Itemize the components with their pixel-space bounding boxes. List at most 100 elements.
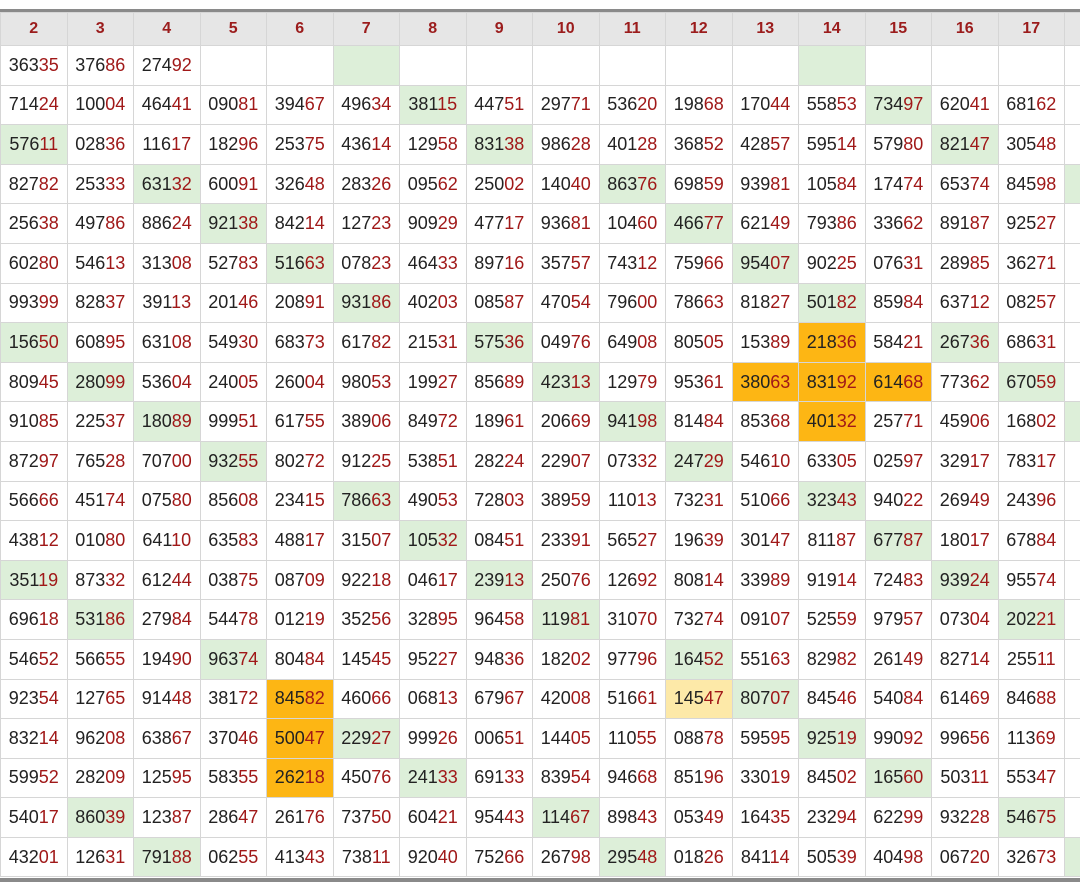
number-cell: 41343 <box>266 836 334 878</box>
number-cell: 08257 <box>997 282 1065 324</box>
number-cell: 86039 <box>66 797 134 838</box>
number-cell: 36852 <box>665 124 733 165</box>
number-cell: 36271 <box>997 242 1065 284</box>
number-cell: 91085 <box>0 401 68 442</box>
number-cell: 53604 <box>133 361 201 403</box>
number-cell: 63583 <box>199 520 267 561</box>
number-cell: 31507 <box>332 520 400 561</box>
number-cell: 11055 <box>598 718 666 759</box>
number-cell: 29771 <box>532 84 600 126</box>
number-cell: 11369 <box>997 718 1065 759</box>
number-cell: 73497 <box>864 84 932 126</box>
number-cell: 46433 <box>399 242 467 284</box>
number-cell: 25333 <box>66 163 134 205</box>
number-cell: 22927 <box>332 718 400 759</box>
number-cell: 50182 <box>798 282 866 324</box>
table-row: 56666 45174 07580 85608 23415 78663 49053 72803… <box>0 480 1080 522</box>
number-cell: 10532 <box>399 520 467 561</box>
number-cell <box>1064 45 1080 86</box>
number-cell: 93228 <box>931 797 999 838</box>
number-cell: 43812 <box>0 520 68 561</box>
number-cell: 59952 <box>0 757 68 799</box>
number-cell: 85368 <box>731 401 799 442</box>
number-cell: 38906 <box>332 401 400 442</box>
number-cell: 556 <box>1064 638 1080 680</box>
number-cell: 92354 <box>0 678 68 720</box>
number-cell <box>731 45 799 86</box>
number-cell: 40203 <box>399 282 467 324</box>
number-cell <box>598 45 666 86</box>
number-cell: 53620 <box>598 84 666 126</box>
number-cell: 429 <box>1064 440 1080 482</box>
number-cell: 611 <box>1064 559 1080 601</box>
number-cell: 57611 <box>0 124 68 165</box>
column-header: 4 <box>133 12 201 46</box>
number-cell: 19639 <box>665 520 733 561</box>
number-cell: 92218 <box>332 559 400 601</box>
number-cell: 96374 <box>199 638 267 680</box>
column-header: 12 <box>665 12 733 46</box>
number-cell: 38115 <box>399 84 467 126</box>
number-cell: 08878 <box>665 718 733 759</box>
number-cell: 20669 <box>532 401 600 442</box>
number-cell: 06813 <box>399 678 467 720</box>
number-cell: 62041 <box>931 84 999 126</box>
number-cell: 07580 <box>133 480 201 522</box>
number-cell: 39467 <box>266 84 334 126</box>
number-cell: 25771 <box>864 401 932 442</box>
number-cell: 99656 <box>931 718 999 759</box>
number-cell: 87332 <box>66 559 134 601</box>
number-cell: 04976 <box>532 322 600 363</box>
number-cell: 80814 <box>665 559 733 601</box>
number-cell: 52559 <box>798 599 866 640</box>
table-row: 71424 10004 46441 09081 39467 49634 38115 44751… <box>0 84 1080 126</box>
number-cell <box>465 45 533 86</box>
number-cell: 222 <box>1064 242 1080 284</box>
table-row: 87297 76528 70700 93255 80272 91225 53851 28224… <box>0 440 1080 482</box>
table-row: 60280 54613 31308 52783 51663 07823 46433 89716… <box>0 242 1080 284</box>
number-cell: 84582 <box>266 678 334 720</box>
number-cell: 35757 <box>532 242 600 284</box>
number-cell: 71424 <box>0 84 68 126</box>
number-cell: 94668 <box>598 757 666 799</box>
number-cell: 33662 <box>864 203 932 244</box>
number-cell: 75966 <box>665 242 733 284</box>
number-cell: 25638 <box>0 203 68 244</box>
number-cell: 84546 <box>798 678 866 720</box>
column-header: 6 <box>266 12 334 46</box>
number-cell: 54652 <box>0 638 68 680</box>
number-cell: 84688 <box>997 678 1065 720</box>
number-cell: 81827 <box>731 282 799 324</box>
number-cell: 61468 <box>864 361 932 403</box>
number-cell: 17474 <box>864 163 932 205</box>
number-cell: 513 <box>1064 480 1080 522</box>
number-cell: 50047 <box>266 718 334 759</box>
number-cell: 68162 <box>997 84 1065 126</box>
number-cell: 83214 <box>0 718 68 759</box>
number-cell: 92040 <box>399 836 467 878</box>
column-header: 3 <box>66 12 134 46</box>
number-cell: 68373 <box>266 322 334 363</box>
number-cell: 93255 <box>199 440 267 482</box>
number-cell <box>399 45 467 86</box>
number-cell: 55347 <box>997 757 1065 799</box>
column-header: 9 <box>465 12 533 46</box>
table-row: 92354 12765 91448 38172 84582 46066 06813 67967… <box>0 678 1080 720</box>
number-cell: 42313 <box>532 361 600 403</box>
number-cell: 07823 <box>332 242 400 284</box>
number-cell: 01219 <box>266 599 334 640</box>
number-cell: 01080 <box>66 520 134 561</box>
number-cell: 31308 <box>133 242 201 284</box>
number-cell: 22907 <box>532 440 600 482</box>
table-row: 91085 22537 18089 99951 61755 38906 84972 18961… <box>0 401 1080 442</box>
number-cell: 82714 <box>931 638 999 680</box>
number-cell: 96458 <box>465 599 533 640</box>
number-cell: 81484 <box>665 401 733 442</box>
number-cell: 85984 <box>864 282 932 324</box>
column-header: 7 <box>332 12 400 46</box>
number-cell: 28326 <box>332 163 400 205</box>
table-row: 69618 53186 27984 54478 01219 35256 32895 96458… <box>0 599 1080 640</box>
number-cell: 20891 <box>266 282 334 324</box>
number-cell: 12387 <box>133 797 201 838</box>
table-row: 43201 12631 79188 06255 41343 73811 92040 75266… <box>0 836 1080 878</box>
